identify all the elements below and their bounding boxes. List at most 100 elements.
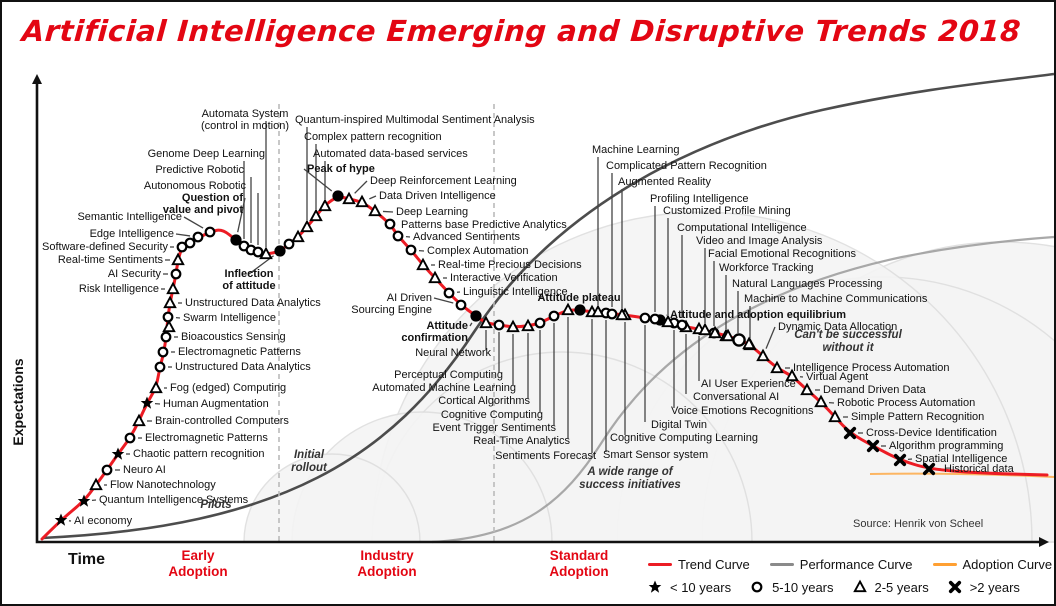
circle-marker-icon: [162, 311, 174, 323]
bigcircle-marker-icon: [732, 333, 746, 347]
point-label: Cross-Device Identification: [866, 427, 997, 439]
legend-marker-item: >2 years: [946, 579, 1020, 595]
legend-marker-icon: [948, 580, 961, 594]
milestone-label: Attitude and adoption equilibrium: [670, 309, 846, 321]
point-label: Complicated Pattern Recognition: [606, 160, 767, 172]
legend-curve-item: Trend Curve: [648, 557, 750, 572]
triangle-marker-icon: [561, 302, 575, 316]
point-label: Event Trigger Sentiments: [432, 422, 556, 434]
milestone-label: Attitude confirmation: [401, 320, 468, 345]
point-label: Advanced Sentiments: [413, 231, 521, 243]
triangle-marker-icon: [698, 322, 712, 336]
triangle-marker-icon: [770, 360, 784, 374]
star-marker-icon: [77, 494, 91, 507]
point-label: Conversational AI: [693, 391, 780, 403]
circle-marker-icon: [157, 346, 169, 358]
point-label: Cognitive Computing: [440, 409, 543, 421]
leader-line: [183, 216, 204, 229]
point-label: Perceptual Computing: [394, 369, 503, 381]
legend-curve-label: Performance Curve: [799, 557, 913, 572]
dot-marker-icon: [230, 234, 242, 246]
point-label: Human Augmentation: [163, 398, 269, 410]
legend-line-swatch-icon: [769, 563, 794, 566]
point-label: Workforce Tracking: [719, 262, 814, 274]
point-label: Genome Deep Learning: [147, 148, 265, 160]
point-label: Machine Learning: [592, 144, 680, 156]
dot-marker-icon: [470, 310, 482, 322]
point-label: Real-time Precious Decisions: [438, 259, 582, 271]
point-label: Swarm Intelligence: [183, 312, 276, 324]
triangle-marker-icon: [721, 328, 735, 342]
triangle-marker-icon: [171, 252, 185, 266]
point-label: AI User Experience: [701, 378, 796, 390]
triangle-marker-icon: [163, 295, 177, 309]
leader-line: [354, 180, 368, 194]
circle-marker-icon: [154, 361, 166, 373]
axes-lines: [35, 80, 1043, 544]
circle-marker-icon: [176, 241, 188, 253]
cross-marker-icon: [893, 453, 907, 467]
point-label: Autonomous Robotic: [143, 180, 246, 192]
point-label: Natural Languages Processing: [732, 278, 883, 290]
italic-note: Can't be successful without it: [794, 329, 902, 355]
italic-note: A wide range of success initiatives: [579, 466, 681, 492]
point-label: Patterns base Predictive Analytics: [401, 219, 567, 231]
leader-line: [765, 326, 776, 349]
triangle-marker-icon: [800, 382, 814, 396]
triangle-marker-icon: [166, 281, 180, 295]
label-leader-lines: [68, 121, 941, 522]
circle-marker-icon: [649, 313, 661, 325]
point-label: Augmented Reality: [618, 176, 711, 188]
phase-dashed-lines: [278, 104, 495, 541]
point-label: Simple Pattern Recognition: [851, 411, 985, 423]
point-label: Edge Intelligence: [89, 228, 174, 240]
triangle-marker-icon: [149, 380, 163, 394]
triangle-marker-icon: [259, 246, 273, 260]
legend-marker-item: 2-5 years: [851, 579, 929, 595]
leader-line: [369, 195, 377, 200]
point-label: Neuro AI: [123, 464, 166, 476]
performance-curve: [41, 72, 1054, 540]
triangle-marker-icon: [368, 203, 382, 217]
point-label: Unstructured Data Analytics: [185, 297, 321, 309]
circle-marker-icon: [493, 319, 505, 331]
point-label: Deep Reinforcement Learning: [370, 175, 517, 187]
legend-curve-label: Trend Curve: [678, 557, 750, 572]
point-label: Complex Automation: [427, 245, 529, 257]
triangle-marker-icon: [708, 325, 722, 339]
legend-marker-icon: [852, 579, 867, 593]
triangle-marker-icon: [661, 314, 675, 328]
circle-marker-icon: [606, 308, 618, 320]
point-label: AI Driven Sourcing Engine: [351, 292, 432, 317]
point-label: Dynamic Data Allocation: [778, 321, 898, 333]
point-label: Predictive Robotic: [155, 164, 244, 176]
circle-marker-icon: [548, 310, 560, 322]
source-credit: Source: Henrik von Scheel: [853, 518, 984, 530]
legend-curve-item: Adoption Curve: [932, 557, 1053, 572]
point-label: Robotic Process Automation: [837, 397, 976, 409]
point-label: Interactive Verification: [450, 272, 558, 284]
triangle-marker-icon: [742, 336, 756, 350]
legend-marker-item: < 10 years: [646, 579, 731, 595]
point-label: Electromagnetic Patterns: [178, 346, 301, 358]
legend-markers: < 10 years 5-10 years 2-5 years >2 years: [646, 579, 1020, 595]
point-label: Real-time Sentiments: [57, 254, 163, 266]
trend-point-markers: [54, 190, 936, 526]
legend-curve-label: Adoption Curve: [962, 557, 1053, 572]
legend-marker-label: >2 years: [969, 579, 1020, 595]
page-title: Artificial Intelligence Emerging and Dis…: [20, 14, 1023, 48]
point-label: Unstructured Data Analytics: [175, 361, 311, 373]
point-label: Machine to Machine Communications: [744, 293, 928, 305]
point-label: Chaotic pattern recognition: [133, 448, 265, 460]
point-label: Cortical Algorithms: [438, 395, 530, 407]
triangle-marker-icon: [428, 270, 442, 284]
point-label: Semantic Intelligence: [77, 211, 182, 223]
y-axis-arrow-icon: [32, 74, 42, 84]
point-label: Quantum-inspired Multimodal Sentiment An…: [295, 114, 535, 126]
milestone-label: Peak of hype: [307, 163, 375, 175]
point-label: AI economy: [74, 515, 133, 527]
circle-marker-icon: [392, 230, 404, 242]
point-label: Quantum Intelligence Systems: [99, 494, 249, 506]
triangle-marker-icon: [521, 318, 535, 332]
